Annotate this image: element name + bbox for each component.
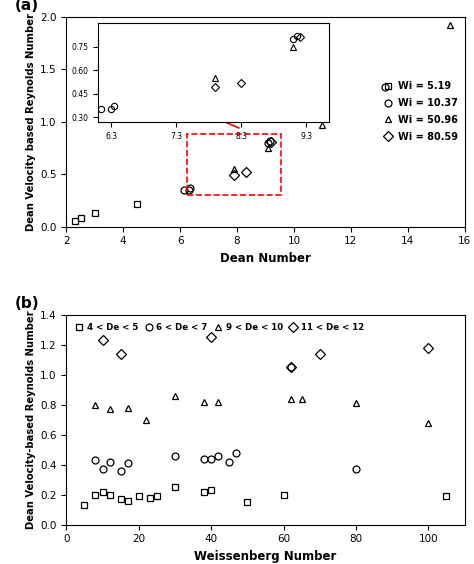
X-axis label: Weissenberg Number: Weissenberg Number (194, 550, 337, 563)
Text: (a): (a) (15, 0, 39, 13)
Text: (b): (b) (15, 296, 39, 311)
Y-axis label: Dean Velocity based Reynolds Number: Dean Velocity based Reynolds Number (26, 13, 36, 231)
Y-axis label: Dean Velocity-based Reynolds Number: Dean Velocity-based Reynolds Number (26, 310, 36, 529)
X-axis label: Dean Number: Dean Number (220, 252, 311, 265)
Legend: 4 < De < 5, 6 < De < 7, 9 < De < 10, 11 < De < 12: 4 < De < 5, 6 < De < 7, 9 < De < 10, 11 … (71, 319, 368, 335)
Bar (187, 134, 281, 195)
Legend: Wi = 5.19, Wi = 10.37, Wi = 50.96, Wi = 80.59: Wi = 5.19, Wi = 10.37, Wi = 50.96, Wi = … (380, 79, 460, 143)
